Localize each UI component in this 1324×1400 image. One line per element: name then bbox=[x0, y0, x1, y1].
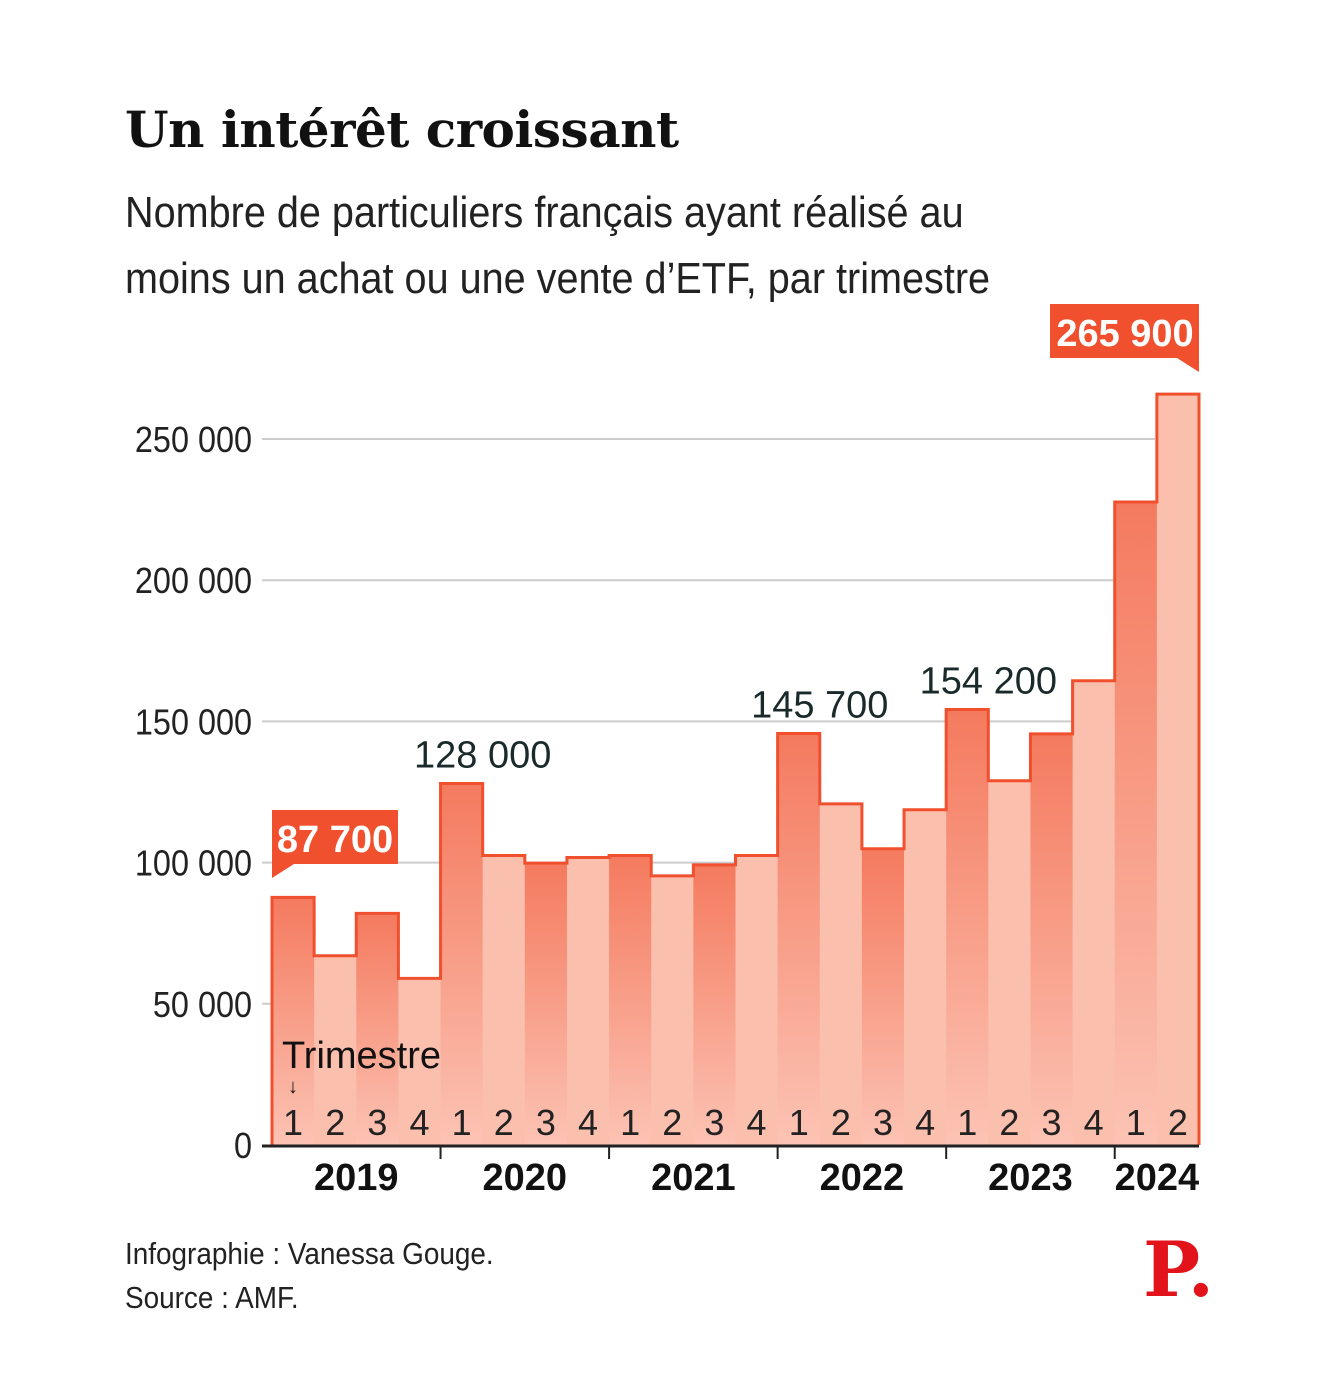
y-tick-label: 100 000 bbox=[135, 844, 252, 884]
chart-subtitle: Nombre de particuliers français ayant ré… bbox=[125, 188, 991, 303]
annotation-box bbox=[272, 810, 398, 878]
y-tick-label: 200 000 bbox=[135, 562, 252, 602]
year-label: 2021 bbox=[651, 1157, 736, 1199]
quarter-label: 2 bbox=[662, 1102, 682, 1143]
quarter-label: 3 bbox=[367, 1102, 387, 1143]
quarter-label: 2 bbox=[325, 1102, 345, 1143]
credit-text: Infographie : Vanessa Gouge. bbox=[125, 1236, 494, 1271]
bar bbox=[1072, 680, 1116, 1145]
quarter-label: 4 bbox=[578, 1102, 598, 1143]
bar-outline bbox=[270, 392, 1201, 1145]
quarter-label: 1 bbox=[789, 1102, 809, 1143]
quarter-label: 1 bbox=[1126, 1102, 1146, 1143]
bar bbox=[272, 897, 315, 1145]
annotation-label: 87 700 bbox=[277, 819, 393, 861]
bar bbox=[524, 863, 568, 1145]
quarter-label: 3 bbox=[873, 1102, 893, 1143]
bar bbox=[861, 848, 905, 1145]
y-tick-label: 250 000 bbox=[135, 420, 252, 460]
quarter-label: 1 bbox=[283, 1102, 303, 1143]
annotation-box bbox=[1050, 304, 1199, 372]
year-label: 2019 bbox=[314, 1157, 399, 1199]
bar bbox=[398, 978, 442, 1145]
quarter-label: 3 bbox=[1042, 1102, 1062, 1143]
bar bbox=[735, 855, 779, 1145]
quarter-label: 3 bbox=[704, 1102, 724, 1143]
bar bbox=[482, 855, 526, 1145]
annotation-label: 154 200 bbox=[920, 661, 1057, 703]
annotation-label: 265 900 bbox=[1056, 313, 1193, 355]
y-tick-label: 150 000 bbox=[135, 703, 252, 743]
quarter-label: 1 bbox=[957, 1102, 977, 1143]
quarter-label: 3 bbox=[536, 1102, 556, 1143]
bar bbox=[777, 733, 821, 1145]
quarter-label: 2 bbox=[494, 1102, 514, 1143]
bar bbox=[651, 875, 694, 1145]
publication-logo: P. bbox=[1143, 1225, 1215, 1314]
bar bbox=[1156, 394, 1200, 1145]
quarter-label: 2 bbox=[999, 1102, 1019, 1143]
bar bbox=[609, 855, 652, 1145]
x-axis-title: Trimestre bbox=[282, 1035, 441, 1077]
arrow-down-icon: ↓ bbox=[288, 1076, 298, 1098]
y-tick-label: 0 bbox=[234, 1126, 252, 1166]
bar bbox=[440, 783, 484, 1145]
quarter-label: 1 bbox=[452, 1102, 472, 1143]
quarter-label: 2 bbox=[831, 1102, 851, 1143]
bar bbox=[1114, 501, 1158, 1145]
bar bbox=[566, 857, 610, 1145]
quarter-label: 2 bbox=[1168, 1102, 1188, 1143]
bar bbox=[904, 809, 947, 1145]
year-label: 2022 bbox=[820, 1157, 905, 1199]
annotation-label: 145 700 bbox=[751, 685, 888, 727]
bar bbox=[946, 709, 989, 1145]
year-label: 2024 bbox=[1115, 1157, 1200, 1199]
quarter-label: 4 bbox=[915, 1102, 935, 1143]
year-label: 2020 bbox=[483, 1157, 568, 1199]
bar bbox=[356, 913, 399, 1145]
bar bbox=[693, 864, 736, 1145]
quarter-label: 1 bbox=[620, 1102, 640, 1143]
bar bbox=[988, 780, 1031, 1145]
bar bbox=[1030, 733, 1074, 1145]
bar bbox=[819, 803, 863, 1145]
quarter-label: 4 bbox=[409, 1102, 429, 1143]
quarter-label: 4 bbox=[1084, 1102, 1104, 1143]
y-tick-label: 50 000 bbox=[153, 985, 252, 1025]
year-label: 2023 bbox=[988, 1157, 1073, 1199]
bar bbox=[314, 955, 357, 1145]
quarter-label: 4 bbox=[747, 1102, 767, 1143]
chart-title: Un intérêt croissant bbox=[125, 100, 679, 159]
annotation-label: 128 000 bbox=[414, 735, 551, 777]
source-text: Source : AMF. bbox=[125, 1280, 299, 1315]
